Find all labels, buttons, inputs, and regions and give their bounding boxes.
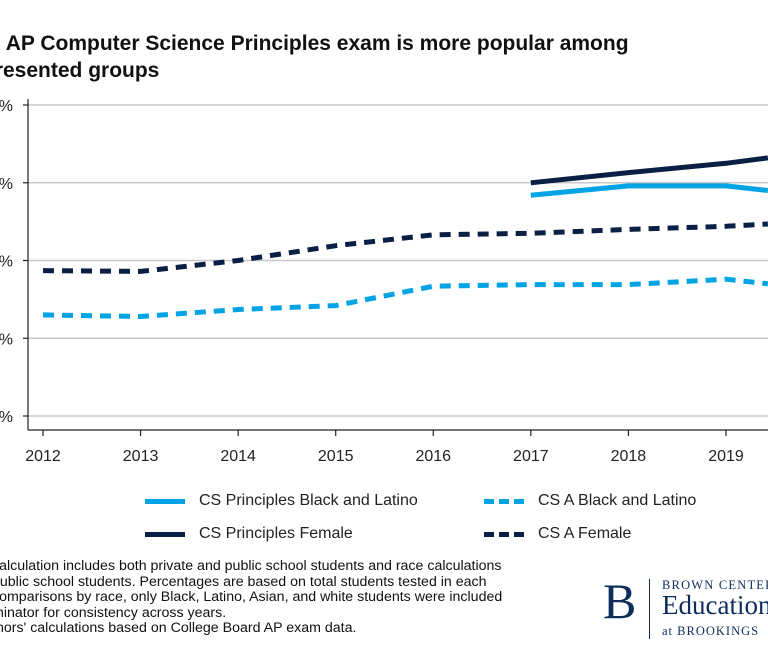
y-tick-label: % <box>0 331 13 348</box>
y-tick-label: % <box>0 98 13 115</box>
logo-line-1: BROWN CENTER <box>662 578 768 592</box>
x-tick-label: 2017 <box>513 448 549 465</box>
series-line-cs-a-female <box>42 221 768 274</box>
legend-item-cs-principles-black-latino: CS Principles Black and Latino <box>145 490 418 512</box>
x-tick-label: 2015 <box>318 448 354 465</box>
logo-mark: B <box>603 573 637 629</box>
brown-center-logo: B BROWN CENTER Education at BROOKINGS <box>600 573 768 645</box>
legend-swatch <box>145 531 185 537</box>
note-line: thors' calculations based on College Boa… <box>0 620 357 636</box>
legend-label: CS A Female <box>538 525 632 542</box>
note-line: public school students. Percentages are … <box>0 573 487 590</box>
x-tick-label: 2013 <box>123 448 159 465</box>
x-tick-label: 2016 <box>415 448 451 465</box>
legend-item-cs-a-black-latino: CS A Black and Latino <box>484 490 696 512</box>
legend-label: CS Principles Female <box>199 525 353 542</box>
series-line-cs-principles-female <box>530 155 768 186</box>
y-tick-label: % <box>0 409 13 426</box>
chart-title-line-2: presented groups <box>0 59 160 82</box>
legend-item-cs-principles-female: CS Principles Female <box>145 523 353 545</box>
chart-legend: CS Principles Black and Latino CS A Blac… <box>0 490 768 550</box>
line-chart: %%%%% 2012 2013 2014 2015 2016 2017 2018 2019 <box>0 98 768 465</box>
y-tick-label: % <box>0 176 13 193</box>
x-tick-label: 2012 <box>25 448 61 465</box>
x-tick-label: 2018 <box>611 448 647 465</box>
logo-divider <box>649 579 650 639</box>
x-tick-label: 2014 <box>220 448 256 465</box>
chart-notes: calculation includes both private and pu… <box>0 558 592 637</box>
logo-line-3: at BROOKINGS <box>662 624 760 638</box>
legend-item-cs-a-female: CS A Female <box>484 523 631 545</box>
logo-line-2: Education <box>662 590 768 620</box>
note-line: calculation includes both private and pu… <box>0 558 502 574</box>
legend-label: CS A Black and Latino <box>538 492 697 509</box>
note-line: comparisons by race, only Black, Latino,… <box>0 589 503 605</box>
chart-title-line-1: 3: AP Computer Science Principles exam i… <box>0 32 629 55</box>
y-tick-label: % <box>0 254 13 271</box>
chart-title: 3: AP Computer Science Principles exam i… <box>0 30 768 84</box>
legend-label: CS Principles Black and Latino <box>199 492 418 509</box>
series-line-cs-principles-black-and-latino <box>530 183 768 198</box>
x-tick-label: 2019 <box>708 448 744 465</box>
legend-swatch <box>145 498 185 504</box>
legend-swatch <box>484 531 524 537</box>
note-line: minator for consistency across years. <box>0 604 227 621</box>
series-line-cs-a-black-and-latino <box>42 276 768 319</box>
legend-swatch <box>484 498 524 504</box>
